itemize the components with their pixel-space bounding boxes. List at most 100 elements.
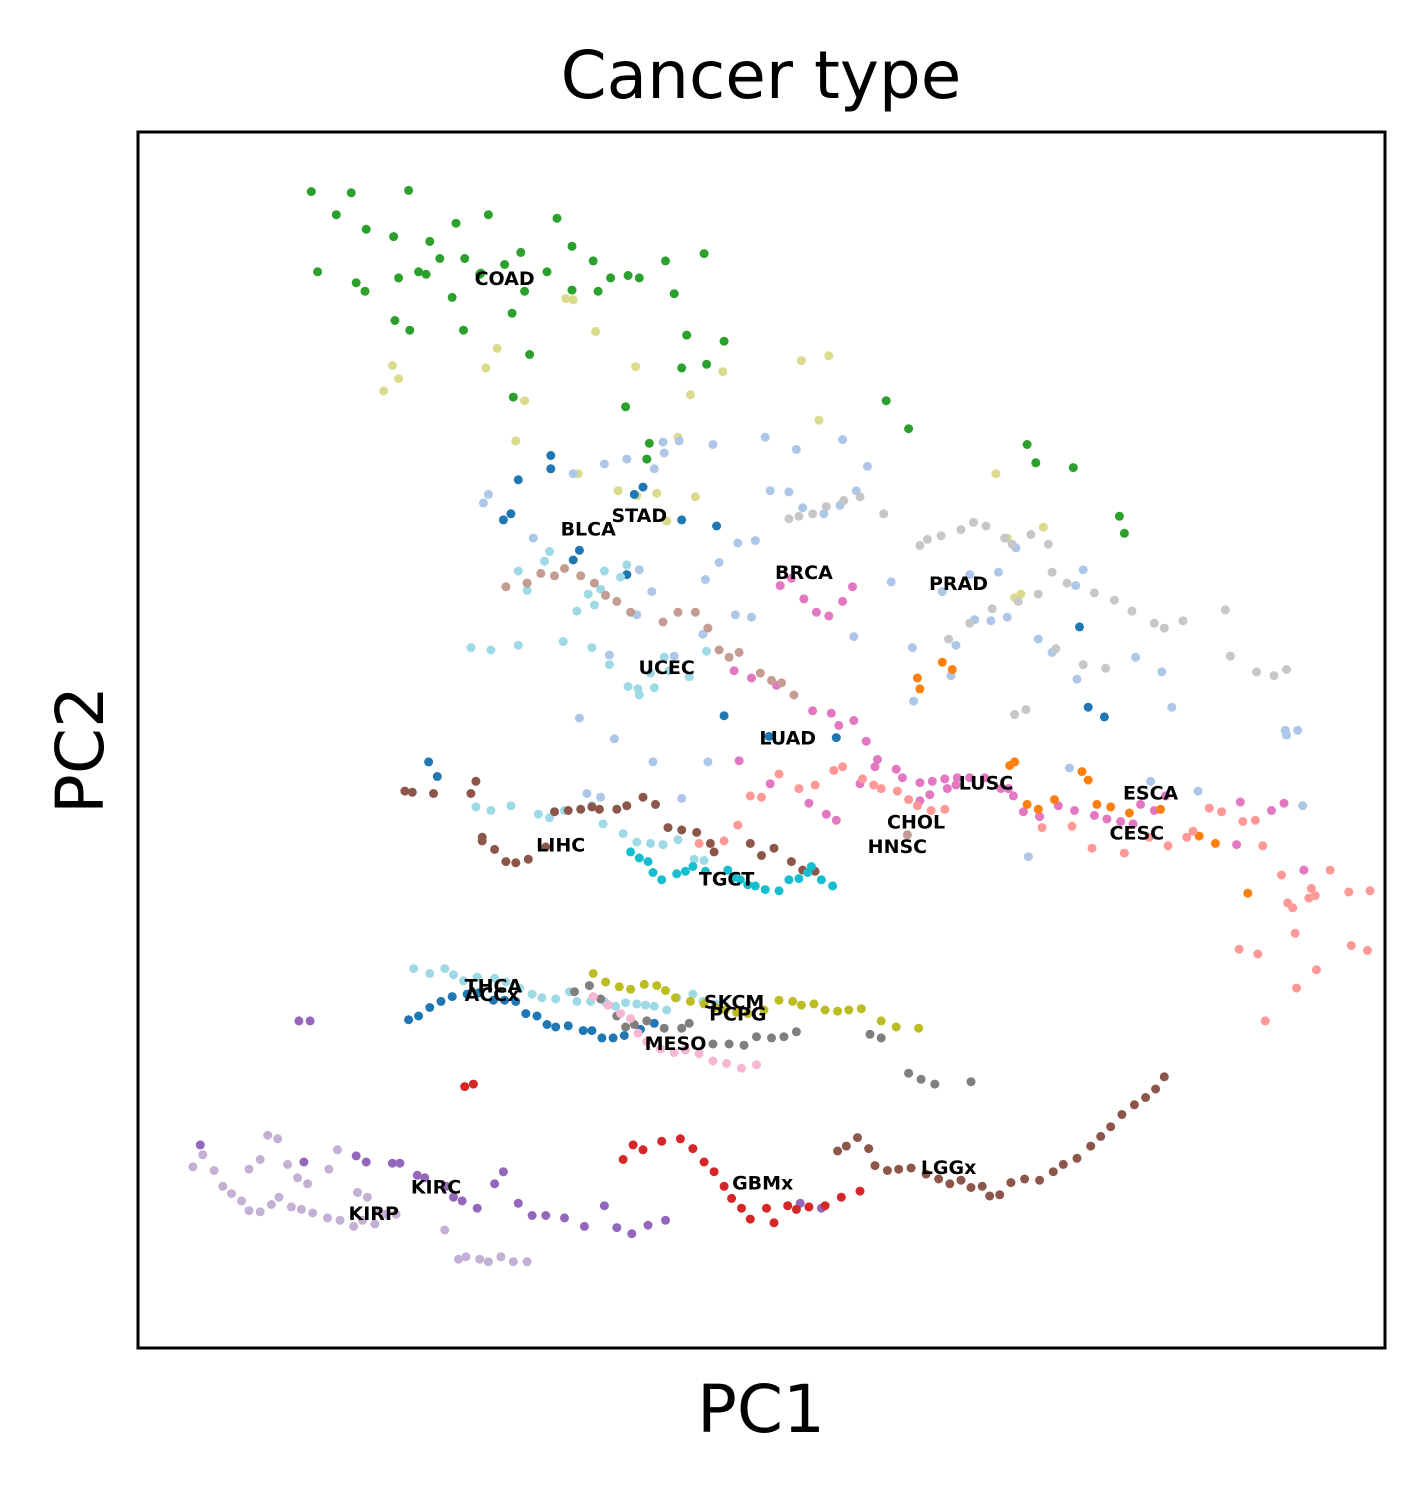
point-coad: [642, 454, 652, 464]
point-kirp: [188, 1162, 198, 1172]
point-prad: [821, 502, 831, 511]
point-thca: [490, 973, 500, 983]
point-ucec: [506, 801, 516, 811]
point-lihc: [477, 836, 487, 846]
point-brca: [634, 565, 644, 575]
point-blca: [677, 515, 687, 525]
point-meso: [680, 1045, 690, 1055]
point-meso: [588, 992, 598, 1002]
point-brca: [1071, 581, 1081, 591]
series-lusc: [915, 773, 1309, 875]
point-thca: [621, 998, 631, 1008]
point-kirc: [612, 1223, 622, 1233]
point-cesc: [1119, 848, 1129, 858]
point-pcpg: [584, 981, 594, 991]
point-lggx: [1006, 1178, 1016, 1188]
point-kirp: [209, 1166, 219, 1175]
series-cesc: [1037, 803, 1375, 1026]
point-brca: [986, 616, 996, 626]
point-hnsc: [719, 836, 729, 846]
point-brca: [909, 696, 919, 706]
point-tgct: [816, 875, 826, 885]
point-chol: [612, 596, 622, 606]
point-lusc: [1035, 812, 1045, 822]
point-coad: [390, 316, 400, 325]
point-lggx: [1096, 1131, 1106, 1141]
point-blca: [1083, 702, 1093, 712]
point-prad: [1109, 595, 1119, 605]
cluster-label-gbmx: GBMx: [732, 1173, 793, 1195]
point-coad: [702, 359, 712, 369]
point-prad: [1010, 710, 1020, 719]
point-hnsc: [733, 820, 743, 830]
point-stad: [796, 356, 806, 366]
cluster-label-tgct: TGCT: [699, 869, 754, 891]
point-hnsc: [869, 780, 879, 790]
point-ucec: [646, 838, 655, 848]
point-lihc: [745, 838, 755, 848]
point-lihc: [705, 838, 715, 848]
point-tgct: [634, 853, 644, 863]
point-kirp: [274, 1192, 284, 1202]
point-kirp: [255, 1155, 265, 1164]
point-brca: [478, 498, 488, 508]
point-coad: [351, 278, 361, 288]
point-prad: [1033, 589, 1043, 599]
point-prad: [1178, 616, 1188, 626]
point-prad: [794, 511, 804, 521]
point-lihc: [709, 847, 719, 857]
point-kirp: [454, 1254, 463, 1264]
series-hnsc: [694, 762, 950, 848]
point-luad: [799, 594, 809, 604]
point-esca: [937, 657, 947, 667]
point-kirp: [218, 1181, 228, 1191]
point-coad: [606, 273, 616, 283]
point-accx: [542, 1020, 552, 1029]
point-stad: [631, 362, 641, 372]
point-ucec: [545, 813, 554, 823]
point-pcpg: [596, 994, 606, 1004]
point-kirc: [299, 1157, 309, 1167]
point-skcm: [833, 1006, 843, 1016]
point-coad: [623, 271, 633, 280]
point-prad: [1282, 665, 1291, 674]
point-pcpg: [642, 1016, 652, 1026]
cluster-label-kirp: KIRP: [349, 1203, 399, 1225]
point-thca: [459, 976, 468, 986]
series-coad: [306, 185, 1129, 538]
point-skcm: [685, 996, 695, 1006]
point-brca: [798, 503, 808, 513]
point-brca: [703, 757, 713, 767]
point-accx: [521, 1009, 531, 1019]
point-prad: [1269, 671, 1279, 681]
point-coad: [525, 350, 535, 359]
point-brca: [863, 461, 872, 471]
point-brca: [1002, 612, 1012, 622]
point-blca: [424, 757, 434, 767]
point-meso: [708, 1056, 718, 1066]
point-coad: [405, 325, 415, 335]
point-ucec: [599, 566, 609, 576]
point-esca: [947, 665, 957, 674]
point-prad: [987, 604, 997, 614]
point-coad: [360, 286, 370, 296]
point-pcpg: [779, 1032, 789, 1042]
point-luad: [849, 716, 859, 725]
point-lihc: [501, 857, 511, 867]
point-brca: [647, 587, 657, 597]
point-brca: [733, 538, 743, 548]
point-stad: [991, 469, 1001, 479]
point-brca: [714, 558, 724, 567]
point-chol: [902, 830, 912, 840]
point-skcm: [699, 999, 709, 1009]
point-gbmx: [719, 1181, 729, 1191]
point-lggx: [956, 1175, 966, 1185]
point-chol: [576, 571, 586, 581]
point-skcm: [639, 979, 649, 989]
series-meso: [588, 992, 761, 1073]
point-lggx: [966, 1183, 976, 1192]
point-lihc: [563, 806, 573, 815]
point-brca: [838, 435, 848, 445]
point-ucec: [572, 606, 582, 616]
